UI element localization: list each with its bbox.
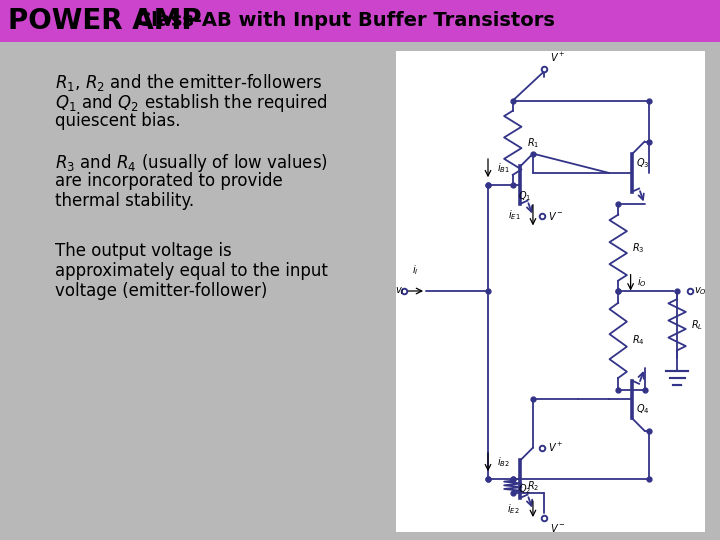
Text: $V^+$: $V^+$ (550, 51, 566, 64)
Text: $V^-$: $V^-$ (549, 210, 564, 222)
Text: $i_O$: $i_O$ (636, 275, 647, 289)
Text: $V^-$: $V^-$ (550, 522, 566, 535)
Text: $Q_2$: $Q_2$ (518, 482, 531, 496)
Text: $V^+$: $V^+$ (549, 441, 564, 454)
Text: $i_{B1}$: $i_{B1}$ (498, 161, 510, 175)
Text: $R_1$, $R_2$ and the emitter-followers: $R_1$, $R_2$ and the emitter-followers (55, 72, 322, 93)
Text: $i_{B2}$: $i_{B2}$ (498, 455, 510, 469)
Text: $Q_4$: $Q_4$ (636, 402, 650, 416)
Text: $Q_1$ and $Q_2$ establish the required: $Q_1$ and $Q_2$ establish the required (55, 92, 328, 114)
Text: $R_L$: $R_L$ (691, 318, 703, 332)
Text: voltage (emitter-follower): voltage (emitter-follower) (55, 282, 267, 300)
Text: approximately equal to the input: approximately equal to the input (55, 262, 328, 280)
Text: quiescent bias.: quiescent bias. (55, 112, 181, 130)
Bar (395, 50, 705, 532)
Text: $i_{E1}$: $i_{E1}$ (508, 208, 521, 222)
Text: $i_{E2}$: $i_{E2}$ (507, 502, 519, 516)
Text: POWER AMP: POWER AMP (8, 7, 202, 35)
Text: $i_I$: $i_I$ (412, 263, 418, 276)
Text: $R_2$: $R_2$ (527, 480, 539, 493)
Text: $v_I$: $v_I$ (395, 285, 405, 297)
Bar (0, 0, 720, 42)
Text: $R_3$: $R_3$ (632, 241, 644, 254)
Text: $Q_3$: $Q_3$ (636, 157, 650, 171)
Text: $R_3$ and $R_4$ (usually of low values): $R_3$ and $R_4$ (usually of low values) (55, 152, 328, 174)
Text: $v_O$: $v_O$ (694, 285, 707, 297)
Text: $R_1$: $R_1$ (527, 136, 539, 150)
Text: $R_4$: $R_4$ (632, 334, 645, 347)
Text: The output voltage is: The output voltage is (55, 242, 232, 260)
Text: thermal stability.: thermal stability. (55, 192, 194, 210)
Text: are incorporated to provide: are incorporated to provide (55, 172, 283, 190)
Text: Class-AB with Input Buffer Transistors: Class-AB with Input Buffer Transistors (130, 11, 555, 30)
Text: $Q_1$: $Q_1$ (518, 190, 531, 204)
